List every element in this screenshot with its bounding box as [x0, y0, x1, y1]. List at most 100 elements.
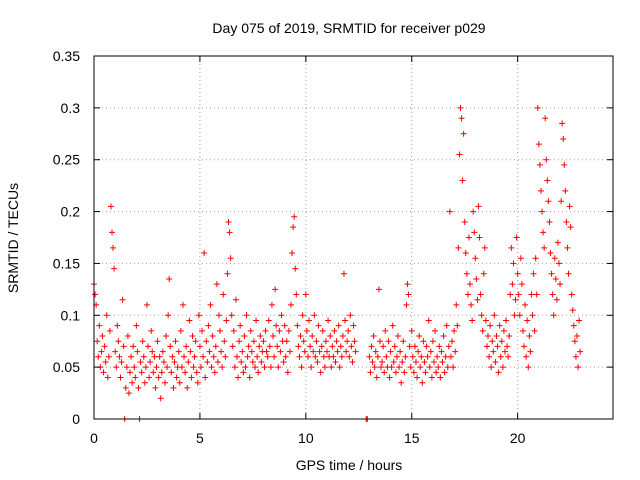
data-point	[130, 343, 137, 350]
data-point	[344, 338, 351, 345]
data-point	[184, 384, 191, 391]
data-point	[280, 358, 287, 365]
data-point	[498, 338, 505, 345]
data-point	[507, 291, 514, 298]
data-point	[470, 208, 477, 215]
grid	[94, 56, 613, 419]
data-point	[342, 317, 349, 324]
data-point	[368, 343, 375, 350]
data-point	[154, 338, 161, 345]
data-point	[254, 353, 261, 360]
data-point	[527, 348, 534, 355]
data-point	[505, 353, 512, 360]
data-point	[509, 281, 516, 288]
data-point	[120, 343, 127, 350]
data-point	[274, 343, 281, 350]
data-point	[383, 353, 390, 360]
chart-title: Day 075 of 2019, SRMTID for receiver p02…	[212, 20, 485, 36]
data-point	[508, 244, 515, 251]
data-point	[119, 296, 126, 303]
data-point	[411, 343, 418, 350]
data-point	[482, 317, 489, 324]
data-point	[243, 312, 250, 319]
data-point	[172, 338, 179, 345]
data-point	[375, 286, 382, 293]
data-point	[446, 208, 453, 215]
data-point	[314, 358, 321, 365]
data-point	[228, 312, 235, 319]
data-point	[535, 141, 542, 148]
data-point	[295, 343, 302, 350]
data-point	[474, 296, 481, 303]
data-point	[219, 364, 226, 371]
data-point	[264, 353, 271, 360]
data-point	[98, 348, 105, 355]
data-point	[333, 338, 340, 345]
data-point	[390, 358, 397, 365]
data-point	[311, 312, 318, 319]
data-point	[475, 203, 482, 210]
data-point	[518, 281, 525, 288]
data-point	[211, 369, 218, 376]
data-point	[456, 151, 463, 158]
data-point	[457, 104, 464, 111]
data-point	[513, 234, 520, 241]
data-point	[346, 353, 353, 360]
data-points	[91, 104, 584, 422]
data-point	[455, 244, 462, 251]
data-point	[555, 260, 562, 267]
data-point	[552, 275, 559, 282]
data-point	[435, 364, 442, 371]
data-point	[372, 348, 379, 355]
data-point	[472, 255, 479, 262]
data-point	[399, 358, 406, 365]
data-point	[288, 301, 295, 308]
data-point	[260, 338, 267, 345]
data-point	[197, 364, 204, 371]
data-point	[330, 353, 337, 360]
data-point	[235, 374, 242, 381]
data-point	[449, 338, 456, 345]
data-point	[534, 104, 541, 111]
data-point	[487, 322, 494, 329]
data-point	[146, 374, 153, 381]
data-point	[424, 353, 431, 360]
data-point	[221, 338, 228, 345]
data-point	[501, 348, 508, 355]
x-axis-label: GPS time / hours	[296, 457, 403, 473]
data-point	[253, 317, 260, 324]
data-point	[560, 135, 567, 142]
data-point	[289, 250, 296, 257]
data-point	[526, 333, 533, 340]
data-point	[465, 234, 472, 241]
data-point	[421, 358, 428, 365]
data-point	[173, 374, 180, 381]
data-point	[233, 353, 240, 360]
data-point	[515, 291, 522, 298]
data-point	[374, 353, 381, 360]
data-point	[428, 374, 435, 381]
data-point	[315, 322, 322, 329]
data-point	[407, 364, 414, 371]
data-point	[434, 353, 441, 360]
data-point	[550, 312, 557, 319]
data-point	[536, 161, 543, 168]
data-point	[263, 348, 270, 355]
data-point	[525, 364, 532, 371]
data-point	[369, 358, 376, 365]
data-point	[539, 208, 546, 215]
data-point	[96, 322, 103, 329]
data-point	[271, 353, 278, 360]
data-point	[379, 358, 386, 365]
data-point	[573, 333, 580, 340]
data-point	[204, 358, 211, 365]
data-point	[214, 358, 221, 365]
data-point	[286, 348, 293, 355]
data-point	[101, 343, 108, 350]
data-point	[123, 364, 130, 371]
data-point	[549, 291, 556, 298]
data-point	[291, 213, 298, 220]
data-point	[166, 275, 173, 282]
data-point	[547, 250, 554, 257]
